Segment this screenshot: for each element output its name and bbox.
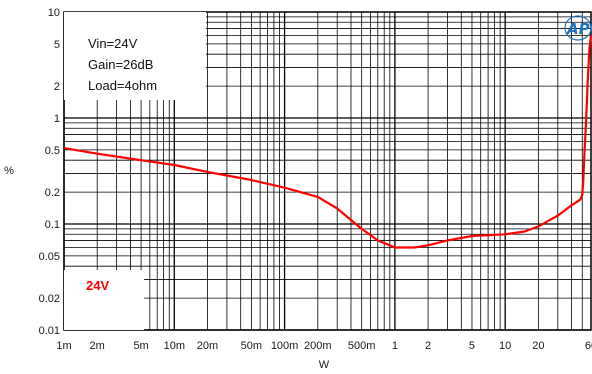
x-tick-label: 1m [56,340,71,352]
x-tick-label: 2m [90,340,105,352]
x-tick-label: 5m [133,340,148,352]
x-axis-label: W [319,359,330,371]
y-tick-label: 0.5 [45,145,60,157]
annotation-gain: Gain=26dB [88,57,153,72]
x-tick-label: 60 [585,340,592,352]
annotation-load: Load=4ohm [88,78,157,93]
y-tick-label: 0.2 [45,187,60,199]
legend-box [64,270,144,330]
x-tick-label: 500m [348,340,376,352]
y-tick-label: 2 [54,81,60,93]
y-tick-label: 0.05 [39,251,60,263]
ap-logo-icon: AP [564,15,592,41]
y-tick-label: 1 [54,113,60,125]
series-line [63,35,592,249]
x-tick-label: 10m [164,340,185,352]
x-tick-label: 1 [392,340,398,352]
x-tick-label: 100m [271,340,299,352]
y-tick-labels: 0.01 0.02 0.05 0.1 0.2 0.5 1 2 5 10 [39,7,60,337]
legend-series-label: 24V [86,278,109,293]
y-tick-label: 0.1 [45,219,60,231]
y-tick-label: 0.01 [39,325,60,337]
y-tick-label: 0.02 [39,293,60,305]
series-layer [63,35,592,249]
x-tick-label: 2 [425,340,431,352]
x-tick-label: 50m [241,340,262,352]
logo-text: AP [566,20,590,38]
x-tick-labels: 1m 2m 5m 10m 20m 50m 100m 200m 500m 1 2 5 10 20 60 [56,340,592,352]
plot-frame [63,11,592,331]
y-tick-label: 5 [54,39,60,51]
annotation-vin: Vin=24V [88,36,138,51]
y-axis-label: % [4,165,14,177]
x-tick-label: 200m [304,340,332,352]
x-tick-label: 20m [197,340,218,352]
y-tick-label: 10 [48,7,60,19]
annotation-box [64,12,206,100]
x-tick-label: 5 [469,340,475,352]
x-tick-label: 20 [532,340,544,352]
x-tick-label: 10 [499,340,511,352]
